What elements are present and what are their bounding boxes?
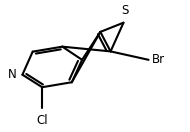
- Text: S: S: [121, 4, 129, 17]
- Text: N: N: [7, 68, 16, 81]
- Text: Br: Br: [152, 53, 165, 66]
- Text: Br: Br: [152, 53, 165, 66]
- Text: Cl: Cl: [36, 114, 48, 127]
- Text: N: N: [7, 68, 16, 81]
- Text: Cl: Cl: [36, 114, 48, 127]
- Text: S: S: [121, 4, 129, 17]
